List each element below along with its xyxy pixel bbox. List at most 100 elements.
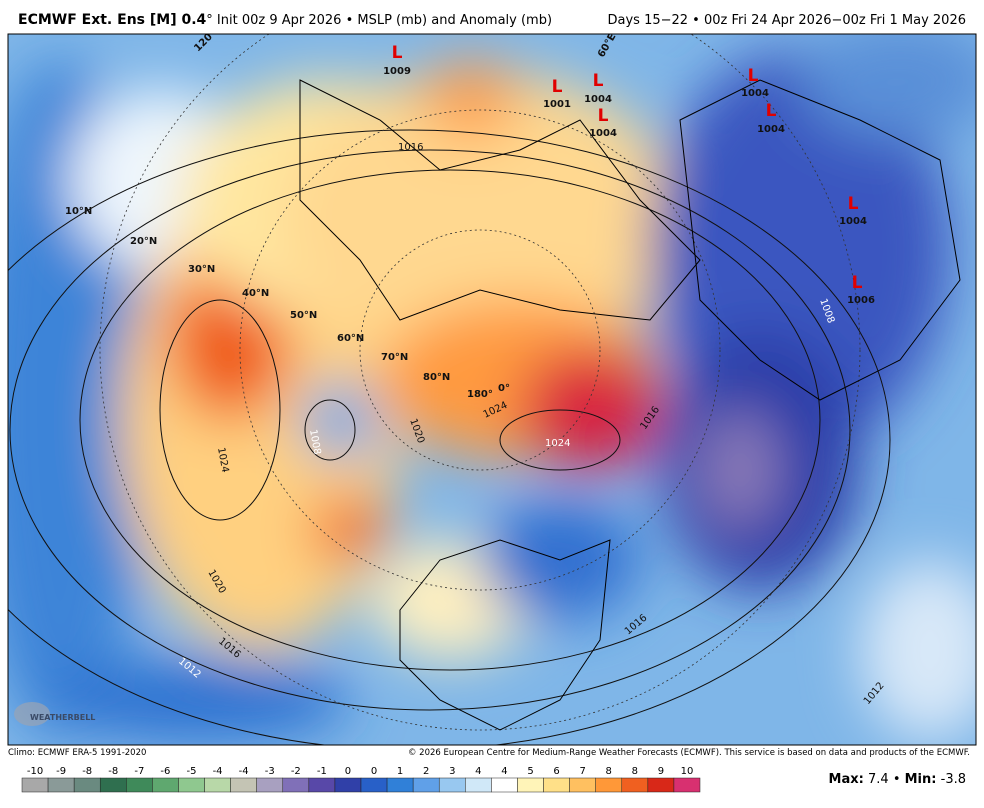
colorbar-label: -2 [291,766,301,777]
colorbar-swatch [308,777,336,793]
title-bold: ECMWF Ext. Ens [M] 0.4 [18,12,207,28]
low-pressure: 1001 [543,99,571,110]
lows: L 1009 L 1001 L 1004 L 1004 L 1004 L 100… [383,43,875,306]
colorbar-swatch [178,777,205,793]
copyright: © 2026 European Centre for Medium-Range … [408,748,970,758]
colorbar-swatch [152,777,179,793]
colorbar-swatch [517,777,544,793]
colorbar-swatch [360,777,388,793]
colorbar-label: 3 [449,766,455,777]
latitude-label: 70°N [381,352,408,363]
colorbar-swatch [491,777,518,793]
stats: Max: 7.4 • Min: -3.8 [829,772,966,787]
colorbar-label: 0 [371,766,377,777]
title: ECMWF Ext. Ens [M] 0.4° Init 00z 9 Apr 2… [18,12,552,28]
colorbar-label: 8 [606,766,612,777]
anomaly-field [8,34,976,740]
longitude-label: 0° [498,383,510,394]
colorbar-swatch [334,777,362,793]
colorbar-label: 1 [397,766,403,777]
colorbar-label: -6 [160,766,170,777]
latitude-label: 50°N [290,310,317,321]
colorbar-swatch [595,777,623,793]
coastlines [299,79,961,731]
colorbar-label: -5 [187,766,197,777]
colorbar-label: -8 [82,766,92,777]
colorbar: -10 -9 -8 -8 -7 -6 -5 -4 -4 -3 -2 -1 0 0 1 2 3 4 4 5 6 7 8 8 9 10 [21,766,701,793]
colorbar-label: -4 [213,766,223,777]
colorbar-swatch [73,777,101,793]
colorbar-swatch [204,777,231,793]
longitude-label: 180° [467,389,493,400]
low-symbol: L [392,43,403,63]
low-pressure: 1004 [584,94,612,105]
colorbar-label: 6 [553,766,559,777]
latitude-label: 40°N [242,288,269,299]
colorbar-swatch [621,777,649,793]
colorbar-swatch [99,777,127,793]
colorbar-swatch [569,777,596,793]
colorbar-label: -8 [108,766,118,777]
colorbar-label: -1 [317,766,327,777]
colorbar-swatch [673,777,701,793]
low-symbol: L [748,66,759,86]
colorbar-label: 4 [501,766,507,777]
low-pressure: 1004 [757,124,785,135]
colorbar-label: -4 [239,766,249,777]
map: 10°N 20°N 30°N 40°N 50°N 60°N 70°N 80°N … [8,34,976,745]
low-symbol: L [598,106,609,126]
colorbar-label: -3 [265,766,275,777]
colorbar-swatch [126,777,153,793]
logo: WEATHERBELL [30,713,95,722]
isobars [8,129,891,745]
low-pressure: 1004 [741,88,769,99]
contour-label: 1024 [545,438,570,449]
colorbar-label: 5 [527,766,533,777]
contour-label: 1024 [215,447,230,474]
latitude-label: 80°N [423,372,450,383]
colorbar-swatch [230,777,257,793]
climo: Climo: ECMWF ERA-5 1991-2020 [8,748,146,758]
min-label: Min: [905,772,937,787]
colorbar-swatch [465,777,492,793]
colorbar-swatch [21,777,49,793]
contour-label: 1016 [398,142,423,153]
max-value: 7.4 [868,772,889,787]
low-symbol: L [848,194,859,214]
colorbar-label: 7 [579,766,585,777]
colorbar-swatch [543,777,570,793]
low-symbol: L [852,273,863,293]
colorbar-swatch [386,777,414,793]
latitude-label: 30°N [188,264,215,275]
latitude-label: 60°N [337,333,364,344]
contour-label: 1008 [307,429,322,456]
colorbar-swatch [256,777,284,793]
low-symbol: L [552,77,563,97]
map-frame [7,33,977,746]
colorbar-label: 4 [475,766,481,777]
max-label: Max: [829,772,864,787]
colorbar-swatch [412,777,440,793]
colorbar-label: -9 [56,766,66,777]
graticule [99,34,861,731]
low-symbol: L [593,71,604,91]
colorbar-swatch [282,777,310,793]
min-value: -3.8 [941,772,966,787]
low-symbol: L [766,101,777,121]
colorbar-label: 9 [658,766,664,777]
colorbar-swatch [438,777,466,793]
colorbar-label: 2 [423,766,429,777]
colorbar-label: -10 [27,766,43,777]
latitude-label: 20°N [130,236,157,247]
low-pressure: 1009 [383,66,411,77]
low-pressure: 1006 [847,295,875,306]
colorbar-label: 10 [681,766,694,777]
separator: • [893,772,901,787]
period: Days 15−22 • 00z Fri 24 Apr 2026−00z Fri… [608,13,967,28]
colorbar-swatch [47,777,75,793]
title-rest: ° Init 00z 9 Apr 2026 • MSLP (mb) and An… [206,13,552,28]
low-pressure: 1004 [589,128,617,139]
colorbar-label: 8 [632,766,638,777]
latitude-label: 10°N [65,206,92,217]
